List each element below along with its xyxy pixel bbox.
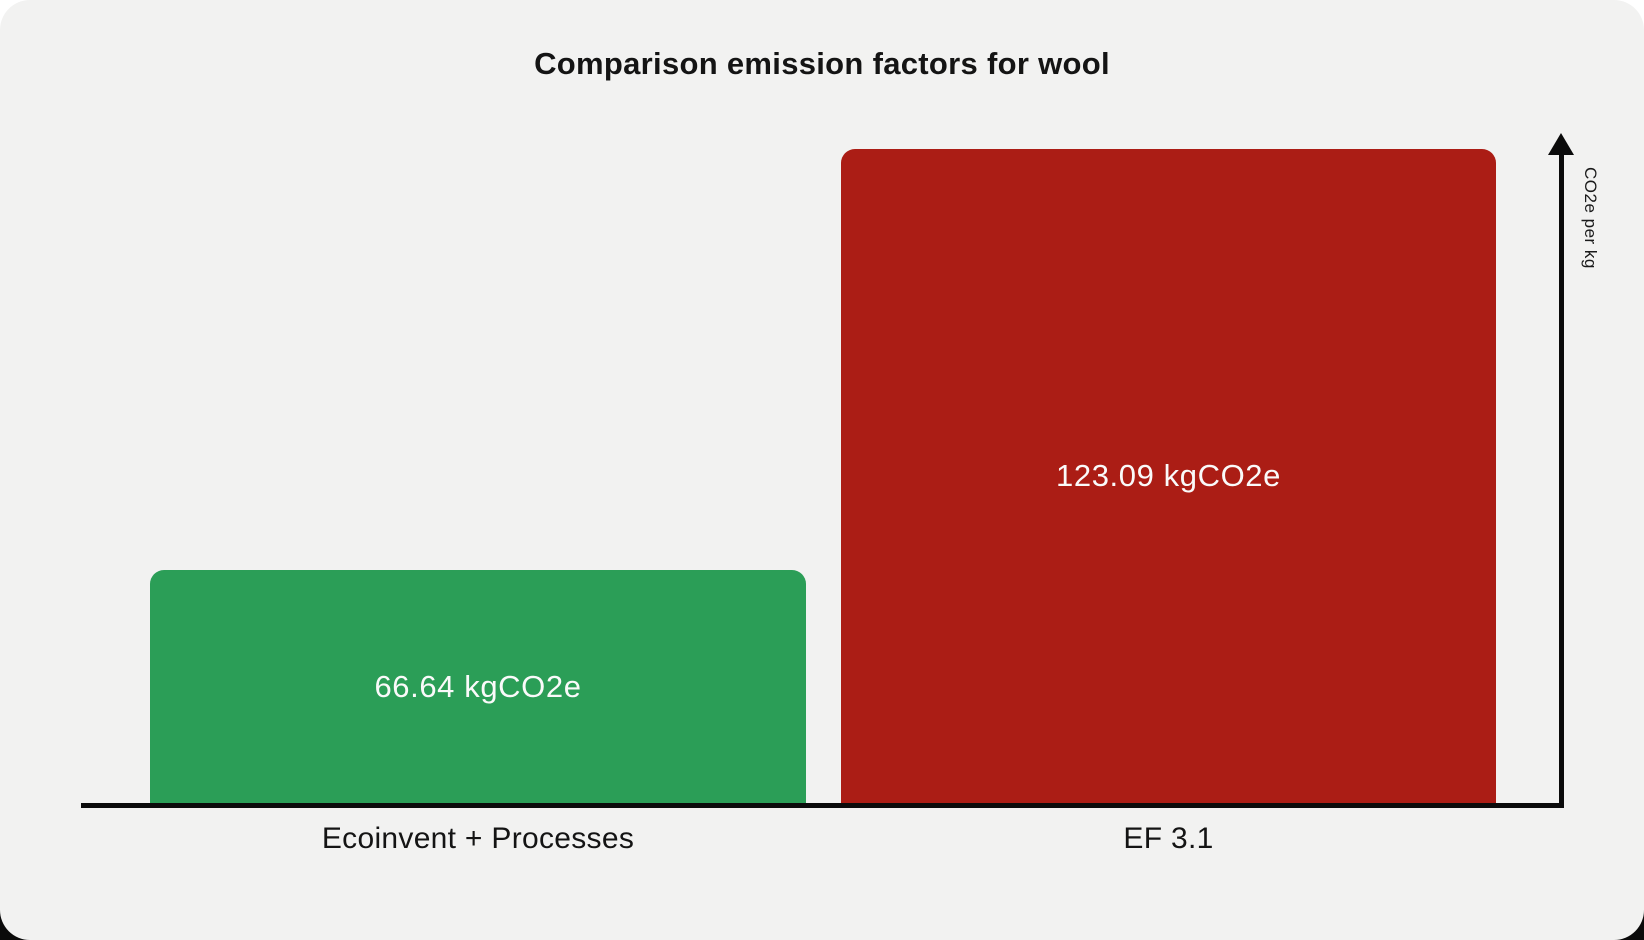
y-axis-line xyxy=(1559,152,1564,808)
x-tick-label-ef-3-1: EF 3.1 xyxy=(1123,822,1214,855)
bar-ecoinvent-processes: 66.64 kgCO2e xyxy=(150,570,806,803)
x-axis-line xyxy=(81,803,1564,808)
bar-ef-3-1: 123.09 kgCO2e xyxy=(841,149,1496,803)
chart-title: Comparison emission factors for wool xyxy=(534,46,1110,81)
x-tick-label-ecoinvent-processes: Ecoinvent + Processes xyxy=(321,822,635,855)
y-axis-label: CO2e per kg xyxy=(1581,167,1600,269)
y-axis-arrow-up-icon xyxy=(1548,133,1574,155)
bar-value-label-ef-3-1: 123.09 kgCO2e xyxy=(1056,458,1281,493)
bar-value-label-ecoinvent: 66.64 kgCO2e xyxy=(374,668,582,704)
